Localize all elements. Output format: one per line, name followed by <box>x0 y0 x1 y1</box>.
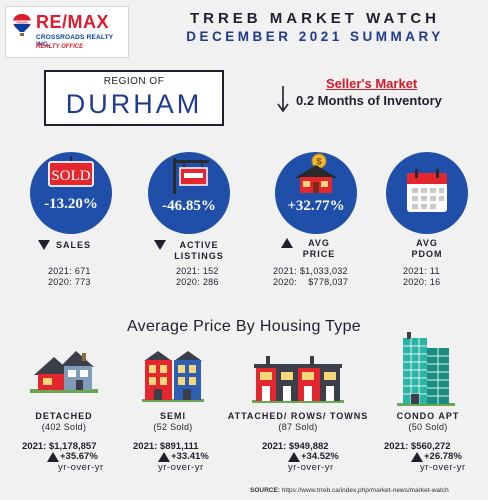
triangle-up-icon <box>411 452 423 462</box>
region-name: DURHAM <box>65 89 203 119</box>
stat-2020-pdom: 2020: 16 <box>403 277 441 287</box>
triangle-down-icon <box>38 240 50 250</box>
triangle-up-icon <box>288 452 300 462</box>
region-label: REGION OF <box>103 76 165 87</box>
page-title: TRREB MARKET WATCH <box>189 10 441 27</box>
arrow-down-icon <box>277 86 289 113</box>
triangle-up-icon <box>158 452 170 462</box>
type-sold-semi: (52 Sold) <box>153 422 193 432</box>
months-of-inventory: 0.2 Months of Inventory <box>296 93 442 108</box>
remax-logo: RE/MAX RE/MAX CROSSROADS REALTY INC. REA… <box>5 6 129 58</box>
stat-2021-avg-price: 2021: $1,033,032 <box>273 266 348 276</box>
market-type: Seller's Market <box>326 76 418 91</box>
type-price-condo: 2021: $560,272 <box>384 441 451 452</box>
type-price-detached: 2021: $1,178,857 <box>22 441 97 452</box>
type-price-attached: 2021: $949,882 <box>262 441 329 452</box>
region-box: REGION OF DURHAM <box>44 70 224 126</box>
detached-house-icon <box>30 351 98 393</box>
calendar-icon <box>407 169 447 212</box>
type-name-attached: ATTACHED/ ROWS/ TOWNS <box>227 411 369 421</box>
stat-label-listings: ACTIVE LISTINGS <box>174 240 224 261</box>
sold-sign-text: SOLD <box>51 168 90 184</box>
stat-2021-sales: 2021: 671 <box>48 266 91 276</box>
brand-name: RE/MAX <box>36 12 110 32</box>
stat-2021-pdom: 2021: 11 <box>403 266 440 276</box>
stat-2020-avg-price: 2020: $778,037 <box>273 277 349 287</box>
townhouse-icon <box>252 356 344 403</box>
stat-value-avg-price: +32.77% <box>287 198 345 214</box>
section-title-housing: Average Price By Housing Type <box>126 318 361 335</box>
page-subtitle: DECEMBER 2021 SUMMARY <box>186 29 444 44</box>
type-change-condo: +26.78% <box>424 451 462 462</box>
triangle-down-icon <box>154 240 166 250</box>
sold-sign-icon: SOLD <box>48 156 94 187</box>
stat-circle-avg-price: $ +32.77% <box>275 152 357 234</box>
type-name-detached: DETACHED <box>35 411 93 421</box>
type-yoy-attached: yr-over-yr <box>288 462 334 473</box>
source-label: SOURCE: <box>250 487 280 494</box>
type-price-semi: 2021: $891,111 <box>133 441 199 452</box>
stat-label-avg-price: AVG PRICE <box>302 238 336 259</box>
stat-2020-sales: 2020: 773 <box>48 277 91 287</box>
type-change-semi: +33.41% <box>171 451 209 462</box>
stat-value-listings: -46.85% <box>162 198 216 214</box>
balloon-text: RE/MAX <box>17 20 28 24</box>
triangle-up-icon <box>47 452 59 462</box>
office-name: CROSSROADS REALTY INC. <box>36 34 114 48</box>
svg-text:$: $ <box>316 157 321 167</box>
semi-house-icon <box>142 351 204 402</box>
stat-2021-listings: 2021: 152 <box>176 266 219 276</box>
house-dollar-icon: $ <box>295 153 337 193</box>
type-yoy-detached: yr-over-yr <box>58 462 104 473</box>
stat-circle-listings: -46.85% <box>148 152 230 234</box>
type-sold-condo: (50 Sold) <box>408 422 448 432</box>
listing-sign-icon <box>173 158 209 194</box>
type-name-semi: SEMI <box>159 411 186 421</box>
stat-circle-sales: SOLD -13.20% <box>30 152 112 234</box>
type-name-condo: CONDO APT <box>396 411 460 421</box>
type-yoy-semi: yr-over-yr <box>158 462 204 473</box>
type-yoy-condo: yr-over-yr <box>420 462 466 473</box>
office-tagline: REALTY OFFICE <box>36 44 84 50</box>
type-sold-attached: (87 Sold) <box>278 422 318 432</box>
source-note: SOURCE: https://www.trreb.ca/index.php/m… <box>250 487 449 494</box>
stat-2020-listings: 2020: 286 <box>176 277 219 287</box>
stat-label-sales: SALES <box>56 240 92 250</box>
stat-label-pdom: AVG PDOM <box>411 238 443 259</box>
condo-tower-icon <box>397 332 455 406</box>
source-url[interactable]: https://www.trreb.ca/index.php/market-ne… <box>281 487 449 494</box>
type-sold-detached: (402 Sold) <box>41 422 87 432</box>
stat-circle-pdom <box>386 152 468 234</box>
type-change-detached: +35.67% <box>60 451 98 462</box>
stat-value-sales: -13.20% <box>44 196 98 212</box>
type-change-attached: +34.52% <box>301 451 339 462</box>
triangle-up-icon <box>281 238 293 248</box>
balloon-icon: RE/MAX <box>13 14 31 36</box>
